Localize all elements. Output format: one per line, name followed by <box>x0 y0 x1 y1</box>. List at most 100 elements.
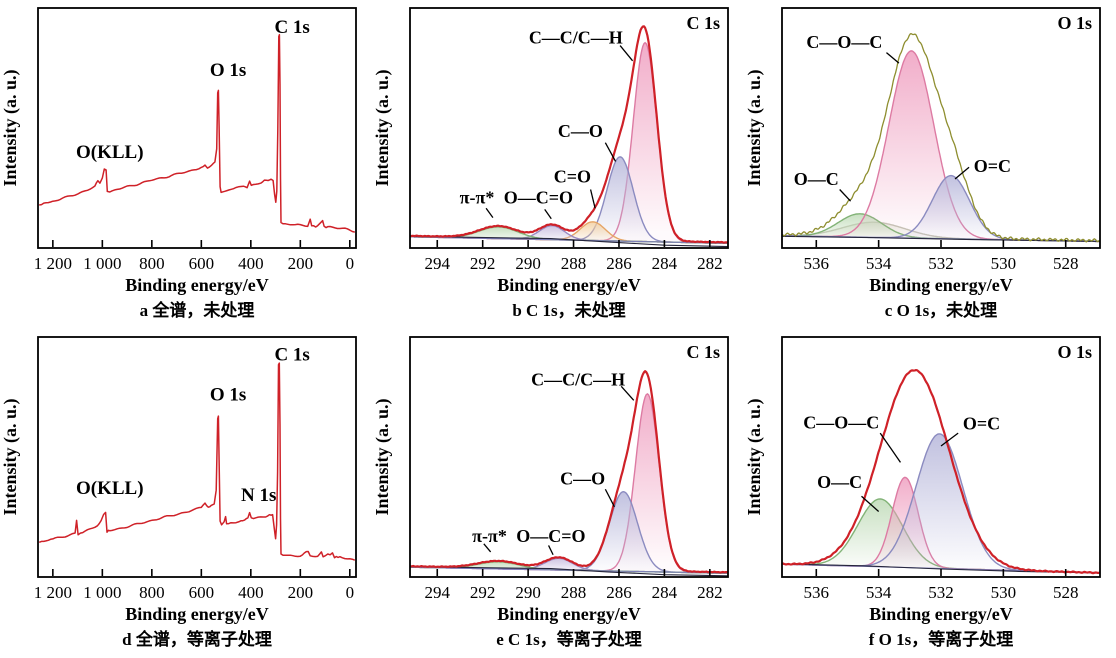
annotation-leader <box>861 495 880 512</box>
corner-label: C 1s <box>686 13 720 33</box>
background-line <box>781 235 1101 242</box>
x-tick-label: 284 <box>652 583 678 602</box>
survey-trace <box>38 362 356 561</box>
x-tick-label: 600 <box>189 254 215 273</box>
x-tick-label: 1 200 <box>34 583 72 602</box>
y-axis-label: Intensity (a. u.) <box>0 69 21 186</box>
panel-e: C—C/C—H C—O O—C=O π-π* C 1s 294 292 290 288 286 28… <box>372 329 744 658</box>
x-tick-label: 290 <box>515 583 541 602</box>
panel-c-chart: C—O—C O—C O=C O 1s 536 534 532 530 528 Binding en… <box>744 7 1101 320</box>
annotation-label: C—O <box>558 121 603 141</box>
y-axis-label: Intensity (a. u.) <box>0 398 21 515</box>
x-tick-label: 292 <box>470 583 496 602</box>
x-axis-label: Binding energy/eV <box>869 604 1013 624</box>
annotation-leader <box>485 207 494 218</box>
panel-f: C—O—C O=C O—C O 1s 536 534 532 530 528 Binding en… <box>744 329 1116 658</box>
x-tick-label: 530 <box>991 254 1017 273</box>
x-tick-label: 536 <box>804 583 830 602</box>
x-tick-label: 400 <box>238 254 264 273</box>
x-axis-label: Binding energy/eV <box>497 275 641 295</box>
x-tick-label: 0 <box>346 583 355 602</box>
annotation-label: C—C/C—H <box>529 27 623 47</box>
annotation-label: O—C=O <box>504 188 573 208</box>
panel-b-chart: C—C/C—H C—O C=OO—C=O π-π* C 1s 294 292 290 288 28… <box>372 7 729 320</box>
x-tick-label: 1 200 <box>34 254 72 273</box>
plot-box <box>37 7 357 249</box>
panel-b: C—C/C—H C—O C=O O—C=O π-π* C 1s 294 292 290 288 28… <box>372 0 744 329</box>
annotation-label: C—O—C <box>803 413 879 433</box>
envelope-curve <box>781 33 1101 243</box>
x-tick-label: 800 <box>139 583 165 602</box>
annotation-label: O—C <box>794 169 839 189</box>
panel-caption: a 全谱，未处理 <box>140 300 255 320</box>
x-tick-label: 0 <box>346 254 355 273</box>
x-tick-label: 282 <box>697 254 723 273</box>
annotation-label: O 1s <box>210 384 246 405</box>
x-tick-label: 532 <box>928 254 954 273</box>
annotation-leader <box>604 488 616 508</box>
annotation-leader <box>547 545 554 556</box>
annotation-label: π-π* <box>460 188 495 208</box>
x-axis-label: Binding energy/eV <box>125 604 269 624</box>
annotation-label: C—C/C—H <box>531 369 625 389</box>
x-tick-label: 288 <box>561 254 587 273</box>
survey-trace <box>39 33 355 233</box>
annotation-label: C=O <box>554 167 591 187</box>
annotation-label: C 1s <box>274 345 309 366</box>
annotation-label: O—C <box>817 472 862 492</box>
x-tick-label: 600 <box>189 583 215 602</box>
x-tick-label: 800 <box>139 254 165 273</box>
component-fill-π-π* <box>410 561 728 574</box>
annotation-label: O(KLL) <box>76 142 144 163</box>
panel-f-chart: C—O—C O=C O—C O 1s 536 534 532 530 528 Binding en… <box>744 336 1101 649</box>
x-tick-label: 532 <box>928 583 954 602</box>
panel-caption: b C 1s，未处理 <box>512 300 625 320</box>
x-axis-label: Binding energy/eV <box>497 604 641 624</box>
annotation-leader <box>940 432 959 447</box>
panel-e-chart: C—C/C—H C—O O—C=O π-π* C 1s 294 292 290 288 286 28… <box>372 336 729 649</box>
annotation-label: O=C <box>963 414 1000 434</box>
component-fill-O—C=O <box>410 558 728 574</box>
background-line <box>409 566 729 577</box>
annotation-label: C—O—C <box>806 32 882 52</box>
component-fill-C—C/C—H <box>410 42 728 244</box>
y-axis-label: Intensity (a. u.) <box>372 398 393 515</box>
x-tick-label: 286 <box>606 583 632 602</box>
x-tick-label: 1 000 <box>83 583 121 602</box>
panel-d-chart: O(KLL) O 1s N 1s C 1s 1 200 1 000 800 600 400 200… <box>0 336 357 649</box>
annotation-label: O—C=O <box>516 526 585 546</box>
x-tick-label: 200 <box>288 254 314 273</box>
annotation-label: O=C <box>974 156 1011 176</box>
x-tick-label: 292 <box>470 254 496 273</box>
x-axis-label: Binding energy/eV <box>869 275 1013 295</box>
plot-box <box>37 336 357 578</box>
plot-box <box>781 7 1101 249</box>
x-tick-label: 534 <box>866 254 892 273</box>
annotation-leader <box>620 385 635 401</box>
panel-caption: c O 1s，未处理 <box>885 300 997 320</box>
envelope-curve <box>781 369 1101 575</box>
x-tick-label: 534 <box>866 583 892 602</box>
x-tick-label: 286 <box>606 254 632 273</box>
x-tick-label: 528 <box>1053 254 1079 273</box>
panel-d: O(KLL) O 1s N 1s C 1s 1 200 1 000 800 600 400 200… <box>0 329 372 658</box>
annotation-label: O 1s <box>210 60 246 81</box>
background-line <box>409 235 729 248</box>
x-tick-label: 400 <box>238 583 264 602</box>
panel-a-chart: O(KLL) O 1s C 1s 1 200 1 000 800 600 400 200 0 Bin… <box>0 7 357 320</box>
x-tick-label: 282 <box>697 583 723 602</box>
y-axis-label: Intensity (a. u.) <box>372 69 393 186</box>
x-tick-label: 536 <box>804 254 830 273</box>
annotation-leader <box>483 543 492 553</box>
annotation-label: N 1s <box>241 485 276 506</box>
component-fill-O—C <box>782 498 1100 573</box>
annotation-leader <box>619 45 634 62</box>
y-axis-label: Intensity (a. u.) <box>744 398 765 515</box>
fit-baseline <box>409 566 729 574</box>
annotation-leader <box>589 189 596 209</box>
panel-c: C—O—C O—C O=C O 1s 536 534 532 530 528 Binding en… <box>744 0 1116 329</box>
x-axis-label: Binding energy/eV <box>125 275 269 295</box>
x-tick-label: 284 <box>652 254 678 273</box>
annotation-leader <box>954 166 970 180</box>
envelope-curve <box>409 370 729 574</box>
